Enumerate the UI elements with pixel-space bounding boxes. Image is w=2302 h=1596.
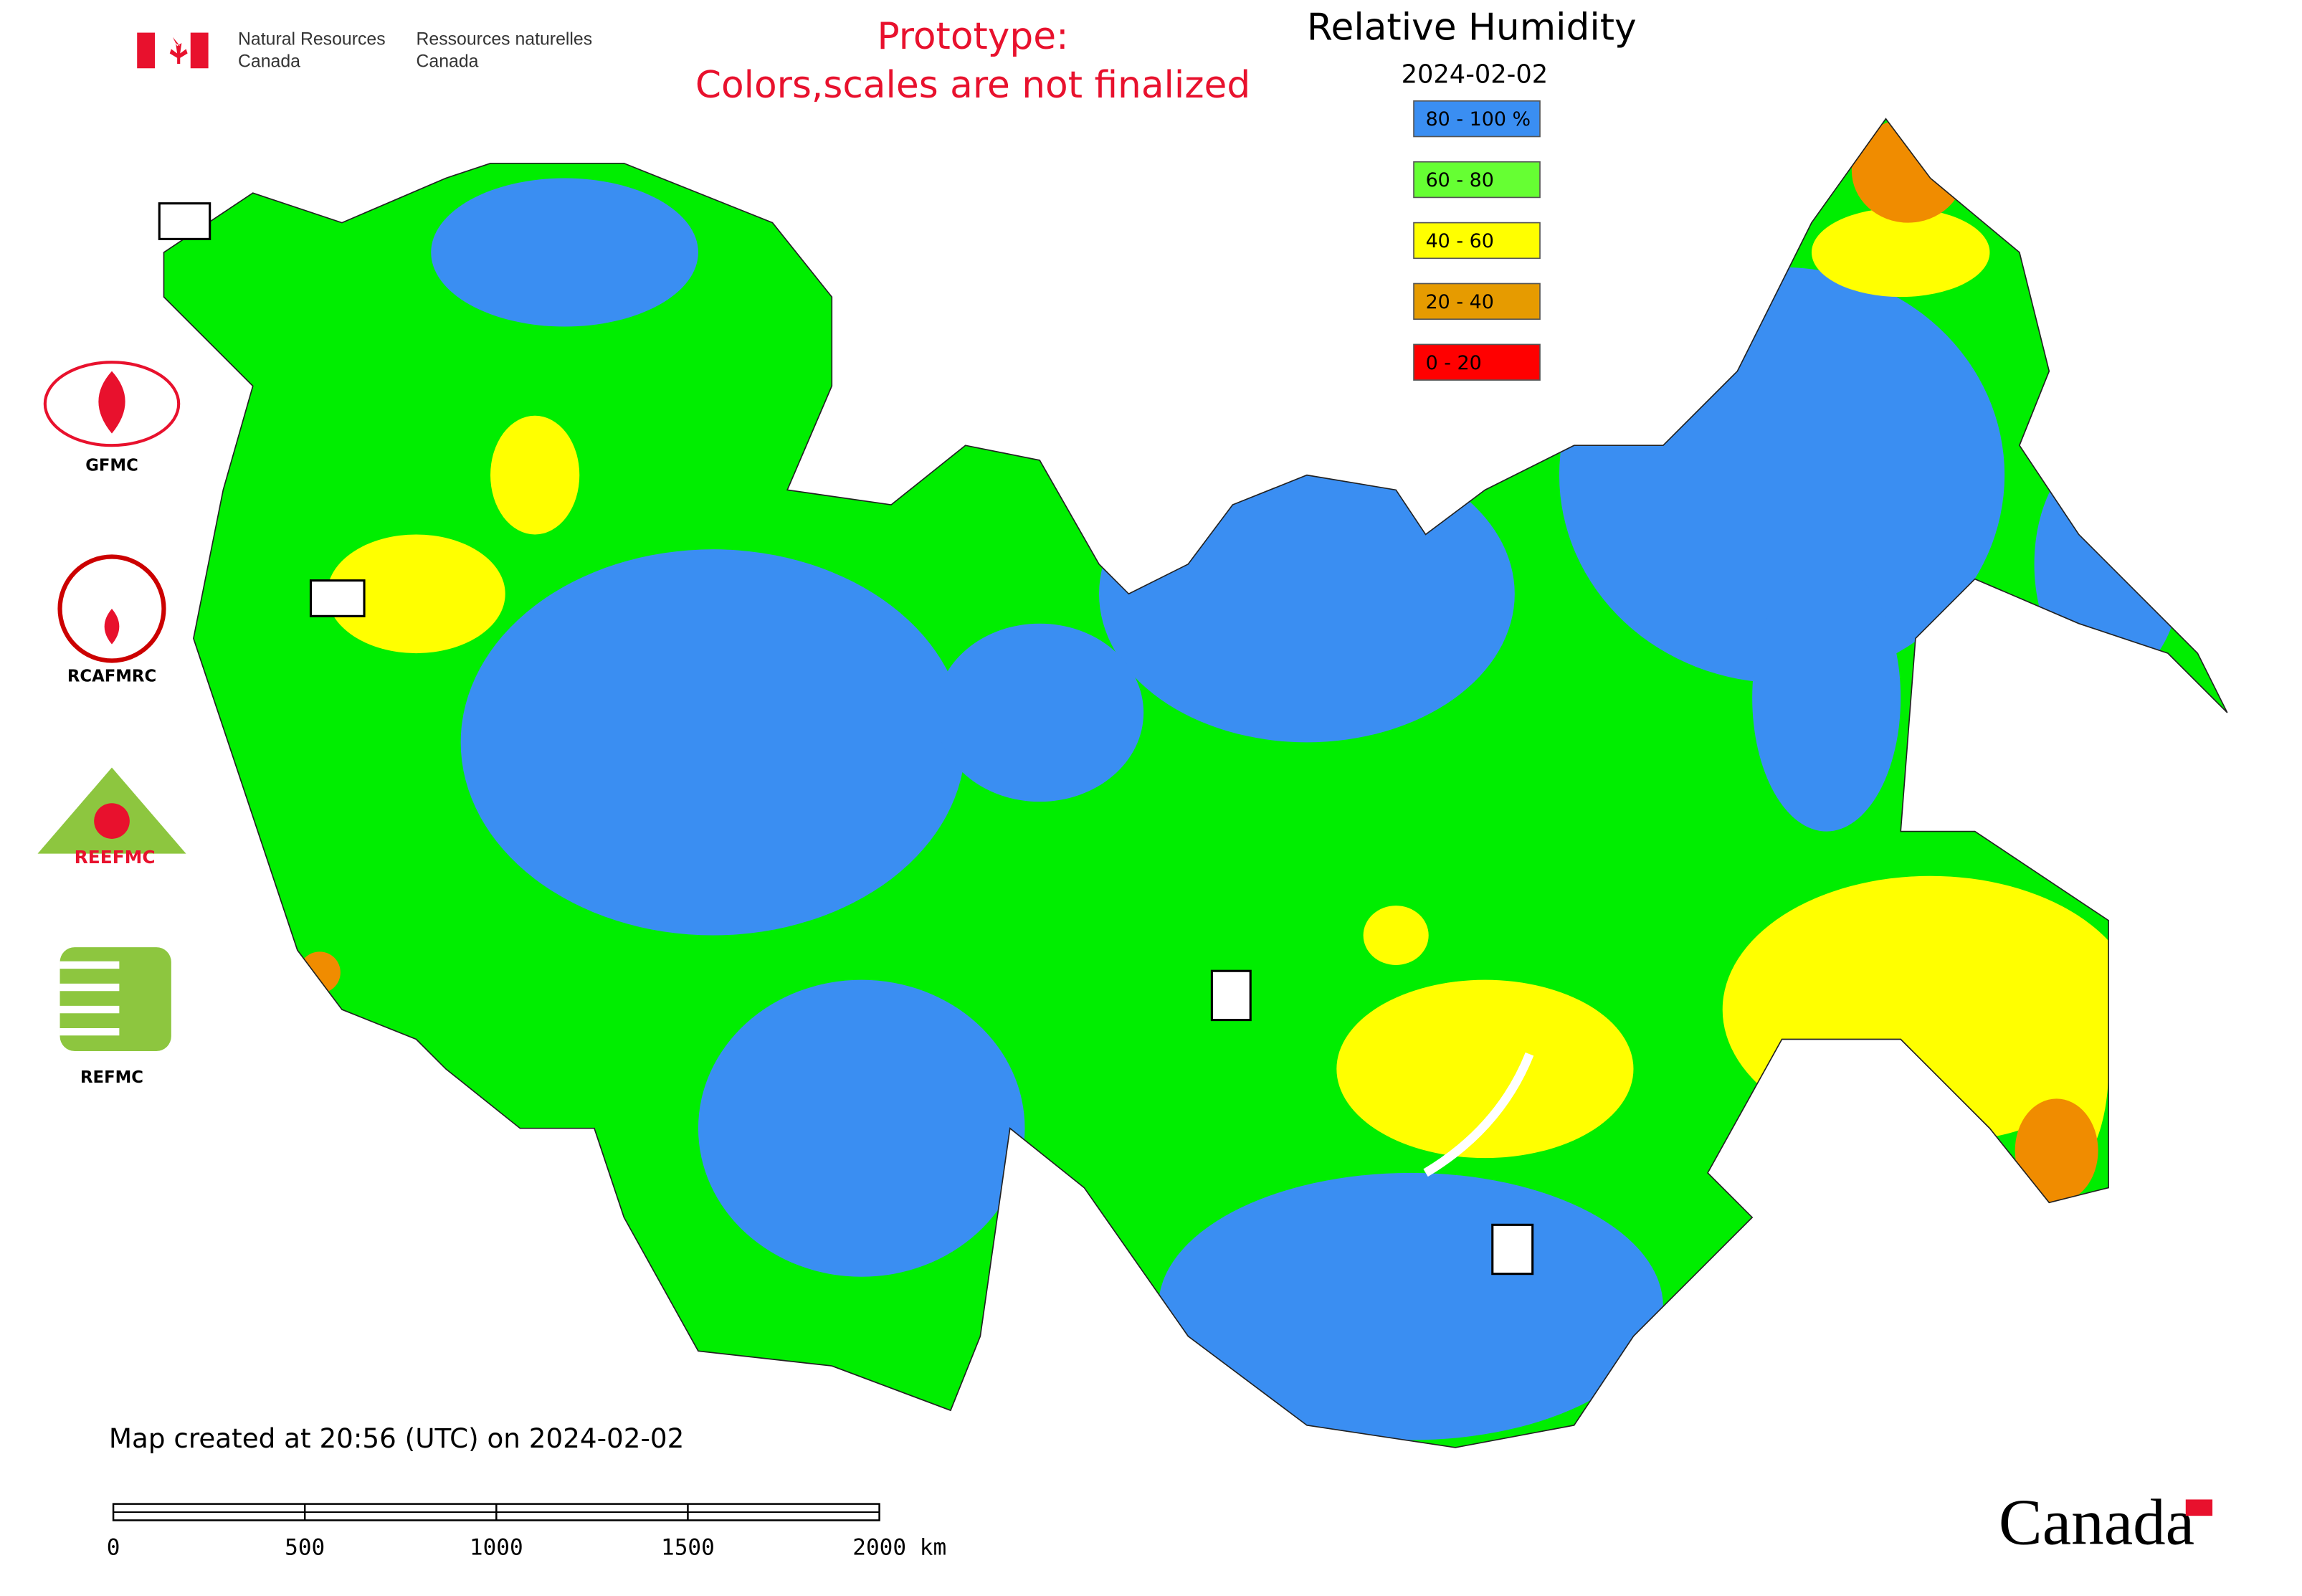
partner-label: REFMC <box>80 1068 143 1087</box>
scale-label: 1000 <box>470 1535 523 1561</box>
legend-label: 20 - 40 <box>1426 291 1494 313</box>
notice: Prototype: <box>877 15 1068 58</box>
partner-label: REEFMC <box>75 847 156 868</box>
partner-logos: GFMC RCAFMRC REEFMC REFMC <box>37 361 186 1087</box>
legend: 80 - 100 % 60 - 80 40 - 60 20 - 40 0 - 20 <box>1413 100 1541 381</box>
wordmark-flag <box>2185 1499 2213 1516</box>
agency-fr: Canada <box>417 52 479 72</box>
partner-label: GFMC <box>85 457 138 475</box>
scale-bar: 0 500 1000 1500 2000 km <box>107 1503 946 1561</box>
legend-swatch <box>1413 161 1541 199</box>
station-markers <box>158 202 1534 1276</box>
agency-en: Canada <box>238 52 300 72</box>
legend-label: 0 - 20 <box>1426 352 1482 374</box>
notice: Colors,scales are not finalized <box>695 64 1250 107</box>
agency-fr: Ressources naturelles <box>417 29 593 49</box>
map-date: 2024-02-02 <box>1402 60 1549 90</box>
partner-label: RCAFMRC <box>67 668 156 686</box>
created-note: Map created at 20:56 (UTC) on 2024-02-02 <box>109 1422 684 1454</box>
legend-label: 60 - 80 <box>1426 169 1494 191</box>
legend-label: 80 - 100 % <box>1426 108 1531 130</box>
legend-swatch <box>1413 100 1541 138</box>
scale-label: 500 <box>285 1535 325 1561</box>
scale-label: 2000 km <box>852 1535 946 1561</box>
legend-swatch <box>1413 222 1541 260</box>
legend-label: 40 - 60 <box>1426 230 1494 252</box>
legend-swatch <box>1413 343 1541 381</box>
agency-signature: Natural Resources Canada Ressources natu… <box>137 29 593 72</box>
canada-wordmark: Canada <box>1999 1486 2194 1559</box>
map-title: Relative Humidity <box>1307 6 1637 49</box>
humidity-map <box>163 118 2228 1448</box>
agency-en: Natural Resources <box>238 29 386 49</box>
scale-label: 1500 <box>661 1535 715 1561</box>
scale-label: 0 <box>107 1535 120 1561</box>
legend-swatch <box>1413 282 1541 320</box>
